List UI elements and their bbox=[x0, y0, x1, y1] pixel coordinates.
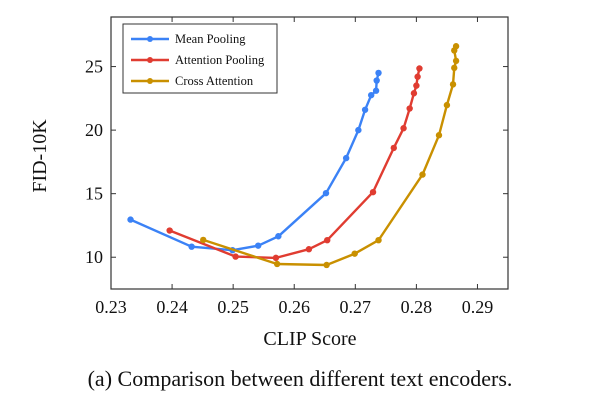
data-point bbox=[413, 82, 420, 89]
series-cross-attention bbox=[200, 43, 460, 269]
x-tick-label: 0.29 bbox=[462, 297, 494, 317]
data-point bbox=[324, 236, 331, 244]
data-point bbox=[451, 64, 458, 72]
data-point bbox=[127, 216, 134, 223]
x-axis-label: CLIP Score bbox=[263, 328, 356, 350]
x-tick-label: 0.28 bbox=[401, 297, 433, 317]
data-point bbox=[400, 125, 407, 132]
data-point bbox=[410, 90, 418, 97]
legend: Mean Pooling Attention Pooling Cross Atten… bbox=[122, 23, 278, 94]
legend-label: Cross Attention bbox=[175, 74, 254, 88]
legend-item: Cross Attention bbox=[131, 74, 254, 88]
data-point bbox=[435, 132, 443, 139]
data-point bbox=[443, 101, 451, 109]
legend-item: Attention Pooling bbox=[131, 53, 265, 67]
data-point bbox=[375, 69, 382, 77]
data-point bbox=[390, 144, 397, 152]
series-attention-pooling bbox=[166, 65, 423, 262]
data-point bbox=[254, 242, 262, 249]
data-point bbox=[188, 243, 195, 250]
legend-marker bbox=[147, 78, 153, 84]
data-point bbox=[406, 105, 413, 112]
data-point bbox=[452, 57, 460, 65]
legend-marker bbox=[147, 36, 153, 42]
x-tick-label: 0.26 bbox=[278, 297, 310, 317]
x-tick-label: 0.27 bbox=[340, 297, 372, 317]
data-point bbox=[200, 236, 207, 244]
data-point bbox=[351, 250, 358, 257]
y-tick-label: 15 bbox=[85, 184, 103, 204]
x-tick-label: 0.24 bbox=[156, 297, 188, 317]
data-point bbox=[273, 260, 281, 268]
data-point bbox=[419, 171, 426, 178]
legend-label: Mean Pooling bbox=[175, 32, 246, 46]
data-point bbox=[373, 77, 380, 84]
series-mean-pooling bbox=[127, 69, 382, 254]
data-point bbox=[414, 73, 421, 80]
y-tick-label: 25 bbox=[85, 57, 103, 77]
plot-marks bbox=[127, 43, 460, 269]
axis-ticks: 0.23 0.24 0.25 0.26 0.27 0.28 0.29 10 15 20 25 bbox=[85, 17, 508, 317]
x-tick-label: 0.23 bbox=[95, 297, 127, 317]
series-line bbox=[130, 72, 380, 252]
y-axis-label: FID-10K bbox=[29, 119, 51, 193]
data-point bbox=[375, 236, 382, 244]
data-point bbox=[361, 106, 369, 113]
legend-label: Attention Pooling bbox=[175, 53, 265, 67]
data-point bbox=[232, 253, 239, 260]
data-point bbox=[305, 246, 313, 253]
series-line bbox=[169, 68, 421, 260]
data-point bbox=[322, 189, 330, 197]
data-point bbox=[275, 233, 282, 240]
x-tick-label: 0.25 bbox=[217, 297, 249, 317]
data-point bbox=[342, 154, 350, 162]
legend-marker bbox=[147, 57, 153, 63]
figure-caption: (a) Comparison between different text en… bbox=[87, 366, 513, 391]
data-point bbox=[272, 254, 280, 262]
y-tick-label: 20 bbox=[85, 120, 103, 140]
data-point bbox=[355, 126, 362, 134]
legend-item: Mean Pooling bbox=[131, 32, 246, 46]
data-point bbox=[166, 227, 173, 234]
data-point bbox=[372, 87, 380, 94]
data-point bbox=[323, 261, 330, 269]
y-tick-label: 10 bbox=[85, 247, 103, 267]
data-point bbox=[452, 43, 460, 50]
plot-frame bbox=[110, 16, 509, 290]
data-point bbox=[369, 188, 377, 196]
data-point bbox=[416, 65, 423, 72]
data-point bbox=[367, 91, 375, 99]
data-point bbox=[449, 81, 457, 88]
